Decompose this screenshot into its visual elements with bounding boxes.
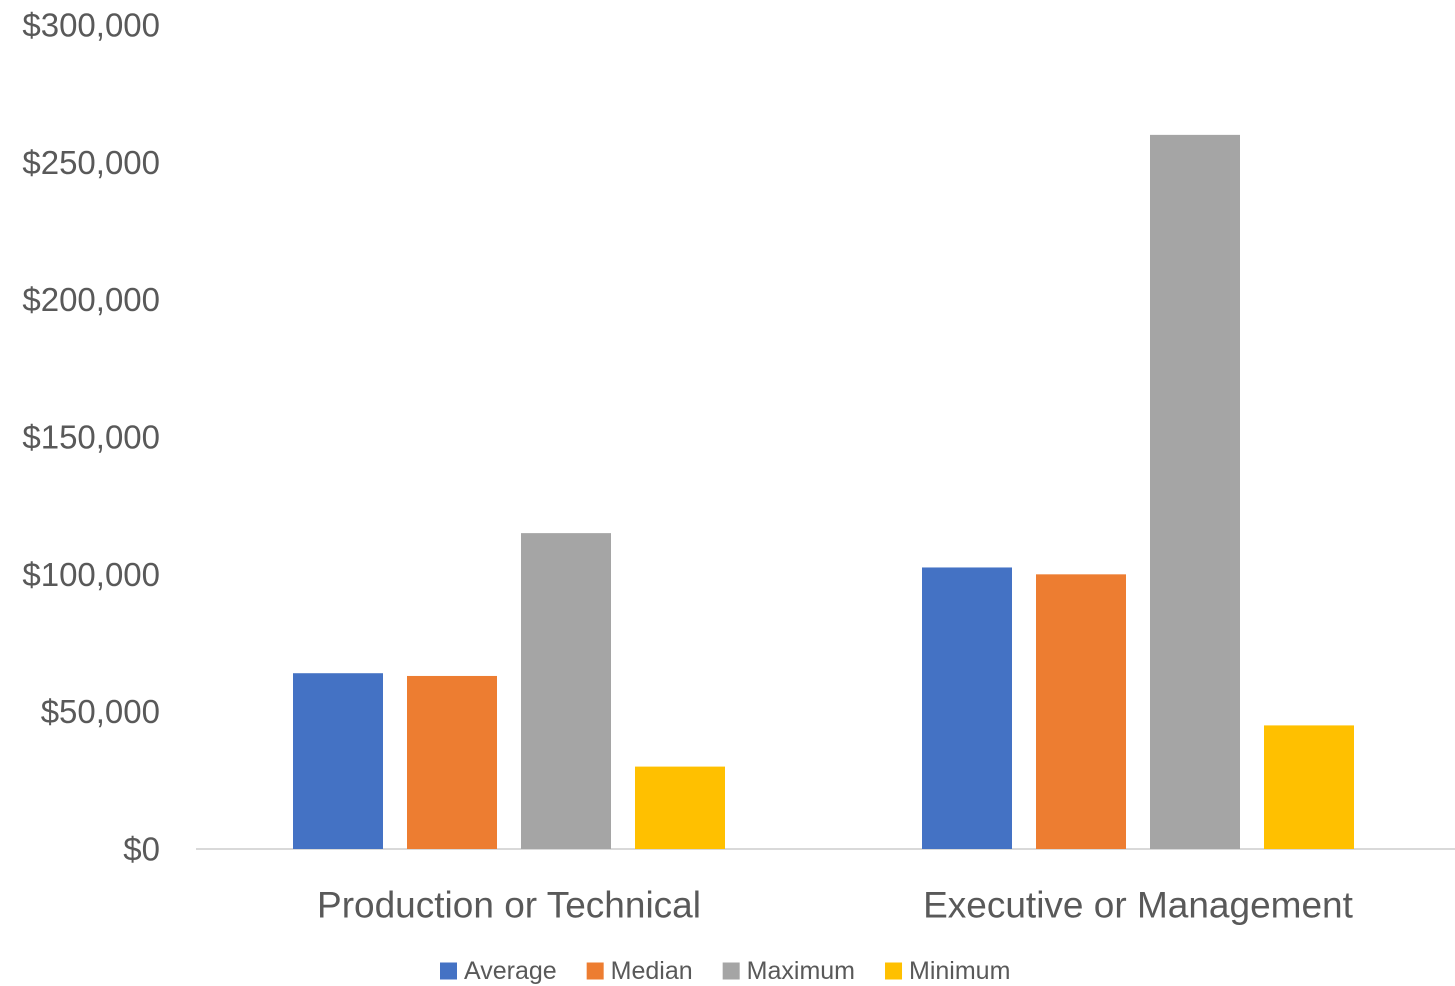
y-tick-label: $50,000 [41,693,160,730]
bars-group [293,134,1354,849]
y-axis-ticks: $0 $50,000 $100,000 $150,000 $200,000 $250,00… [22,7,160,868]
y-tick-label: $250,000 [22,144,160,181]
legend-item-maximum: Maximum [722,957,855,985]
category-label: Executive or Management [923,885,1354,926]
category-labels: Production or Technical Executive or Mana… [317,885,1354,926]
legend-label: Median [611,957,693,985]
category-label: Production or Technical [317,885,701,926]
bar-median-2 [1036,574,1126,849]
legend-swatch [722,962,740,980]
y-tick-label: $150,000 [22,419,160,456]
y-tick-label: $200,000 [22,281,160,318]
legend-swatch [885,962,903,980]
y-tick-label: $100,000 [22,556,160,593]
legend-label: Minimum [909,957,1010,985]
legend-label: Maximum [747,957,855,985]
legend-swatch [586,962,604,980]
bar-maximum-1 [521,533,611,849]
bar-average-2 [922,567,1012,849]
legend-item-median: Median [586,957,693,985]
legend-item-average: Average [440,957,557,985]
legend-label: Average [464,957,557,985]
legend-swatch [440,962,457,980]
bar-minimum-2 [1264,725,1354,849]
y-tick-label: $0 [123,831,160,868]
bar-maximum-2 [1150,134,1240,849]
bar-minimum-1 [635,766,725,849]
legend-item-minimum: Minimum [885,957,1010,985]
bar-median-1 [407,675,497,849]
legend: Average Median Maximum Minimum [440,957,1010,985]
bar-average-1 [293,673,383,849]
y-tick-label: $300,000 [22,7,160,44]
